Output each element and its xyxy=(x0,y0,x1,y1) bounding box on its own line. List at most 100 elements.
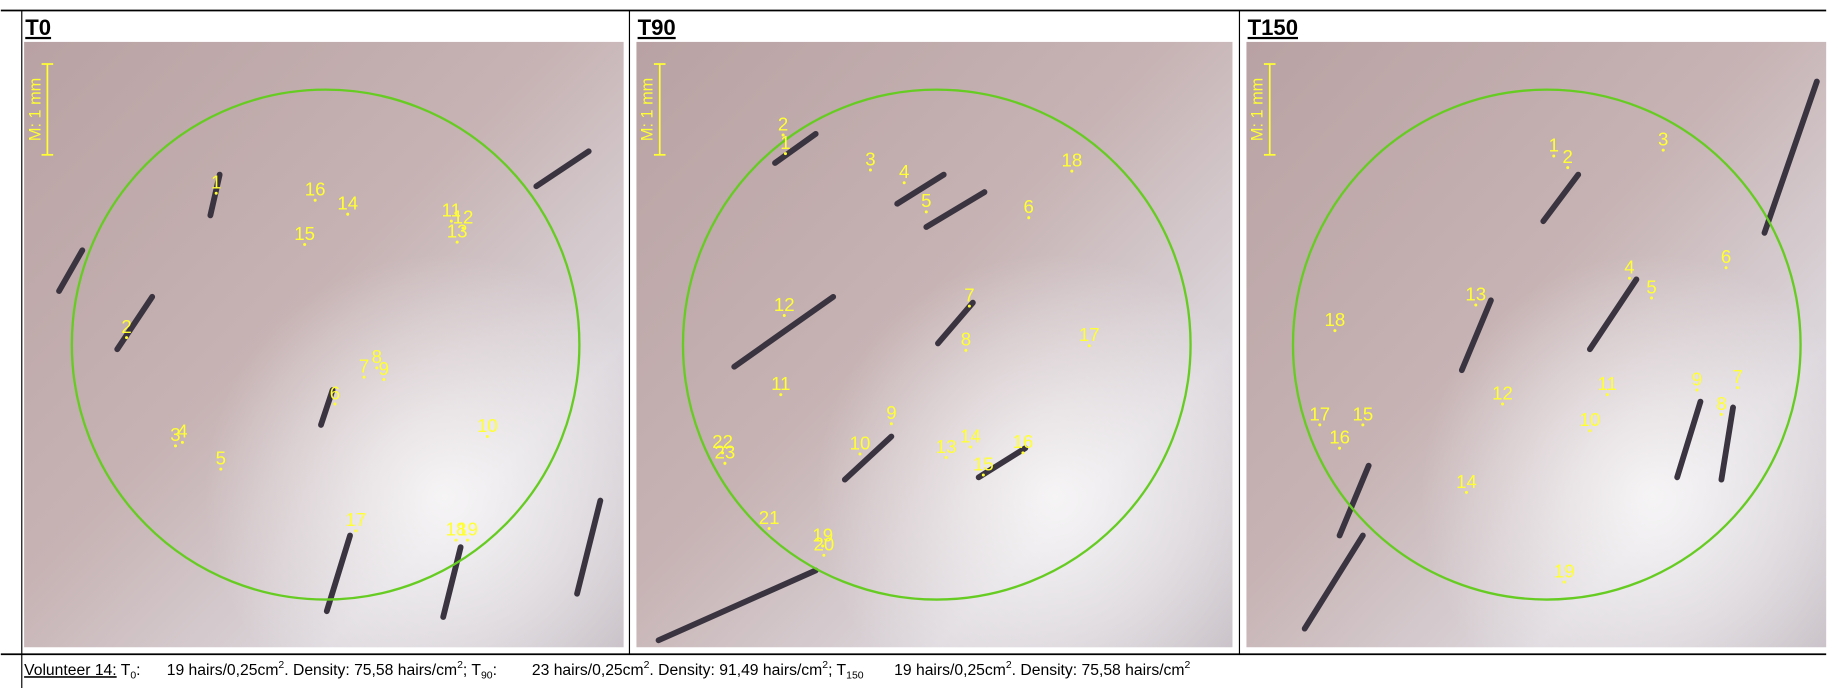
hair-marker: 10 xyxy=(477,415,498,436)
hair-marker: 3 xyxy=(1658,129,1668,150)
hair-dot xyxy=(125,336,129,340)
hair-dot xyxy=(214,191,218,195)
hair xyxy=(935,299,976,347)
hair-marker: 18 xyxy=(1325,309,1346,330)
hair-dot xyxy=(822,553,826,557)
hair-marker: 19 xyxy=(1554,560,1575,581)
hair-dot xyxy=(454,538,458,542)
hair-marker: 3 xyxy=(170,424,180,445)
hair-marker: 1 xyxy=(1549,134,1559,155)
hair-dot xyxy=(303,242,307,246)
hair-dot xyxy=(1736,386,1740,390)
hair-marker: 13 xyxy=(447,220,468,241)
hair xyxy=(1586,276,1640,353)
hair-marker: 2 xyxy=(121,316,131,337)
panel-title: T90 xyxy=(638,15,676,40)
hair-marker: 11 xyxy=(442,200,461,221)
hair-marker: 14 xyxy=(1456,471,1477,492)
hair-marker: 12 xyxy=(1492,382,1513,403)
hair xyxy=(1674,398,1704,481)
hair-dot xyxy=(375,366,379,370)
hair xyxy=(1336,462,1372,539)
hair-marker: 2 xyxy=(1563,146,1573,167)
hair-marker: 16 xyxy=(1329,427,1350,448)
hair-marker: 17 xyxy=(1079,324,1100,345)
scale-label: M: 1 mm xyxy=(1249,78,1267,141)
hair-marker: 13 xyxy=(936,436,957,457)
hair-dot xyxy=(1474,303,1478,307)
hair xyxy=(318,387,336,428)
hair-dot xyxy=(1605,393,1609,397)
hair xyxy=(533,148,592,190)
caption-part: 2 xyxy=(457,660,463,671)
hair xyxy=(207,171,223,219)
hair-dot xyxy=(313,198,317,202)
hair-dot xyxy=(1695,388,1699,392)
hair-marker: 1 xyxy=(780,132,790,153)
photo-glare xyxy=(24,41,624,648)
hair-dot xyxy=(783,152,787,156)
hair-marker: 9 xyxy=(1692,368,1702,389)
hair xyxy=(841,433,895,483)
hair-marker: 3 xyxy=(865,148,875,169)
hair-marker: 12 xyxy=(453,207,474,228)
hair-marker: 16 xyxy=(305,179,326,200)
caption-part: 150 xyxy=(846,671,864,682)
hair-marker: 7 xyxy=(1733,366,1743,387)
hair-marker: 16 xyxy=(1013,431,1034,452)
hair-dot xyxy=(173,444,177,448)
hair-marker: 23 xyxy=(715,442,736,463)
hair-marker: 5 xyxy=(1646,276,1656,297)
hair-marker: 20 xyxy=(814,534,835,555)
hair-dot xyxy=(782,313,786,317)
hair-dot xyxy=(723,461,727,465)
hair-dot xyxy=(902,181,906,185)
hair-marker: 7 xyxy=(359,356,369,377)
hair-dot xyxy=(767,527,771,531)
hair xyxy=(975,445,1029,481)
hair-dot xyxy=(1588,429,1592,433)
hair-marker: 2 xyxy=(778,113,788,134)
measure-circle xyxy=(70,88,581,601)
hair-dot xyxy=(964,348,968,352)
hair-dot xyxy=(1361,423,1365,427)
scale-label: M: 1 mm xyxy=(26,78,44,141)
hair-marker: 9 xyxy=(379,358,389,379)
hair-marker: 11 xyxy=(771,373,790,394)
hair-dot xyxy=(362,375,366,379)
hair-marker: 21 xyxy=(759,507,780,528)
hair-dot xyxy=(1552,154,1556,158)
hair-marker: 5 xyxy=(921,190,931,211)
hair-dot xyxy=(967,304,971,308)
hair xyxy=(440,544,464,620)
hair-dot xyxy=(346,212,350,216)
hair-dot xyxy=(1027,216,1031,220)
hair-dot xyxy=(455,240,459,244)
photo-glare xyxy=(636,41,1233,648)
caption-part: 90 xyxy=(481,671,493,682)
hair-marker: 14 xyxy=(337,193,358,214)
hair-dot xyxy=(1021,451,1025,455)
caption-part: 2 xyxy=(644,660,650,671)
caption-part: ; T xyxy=(463,662,481,679)
hair-dot xyxy=(485,435,489,439)
hair xyxy=(1540,171,1582,225)
hair-marker: 4 xyxy=(177,421,187,442)
hair-dot xyxy=(1724,266,1728,270)
hair-marker: 22 xyxy=(712,431,733,452)
caption-part: T xyxy=(117,662,131,679)
hair-marker: 5 xyxy=(216,447,226,468)
photo-glare xyxy=(1246,41,1827,648)
caption-part: 2 xyxy=(822,660,828,671)
hair-marker: 17 xyxy=(346,509,367,530)
hair-dot xyxy=(1650,296,1654,300)
hair-marker: 10 xyxy=(1580,409,1601,430)
hair xyxy=(1718,404,1736,483)
hair xyxy=(56,247,86,294)
hair-dot xyxy=(219,467,223,471)
hair xyxy=(574,497,604,597)
hair xyxy=(731,293,837,370)
